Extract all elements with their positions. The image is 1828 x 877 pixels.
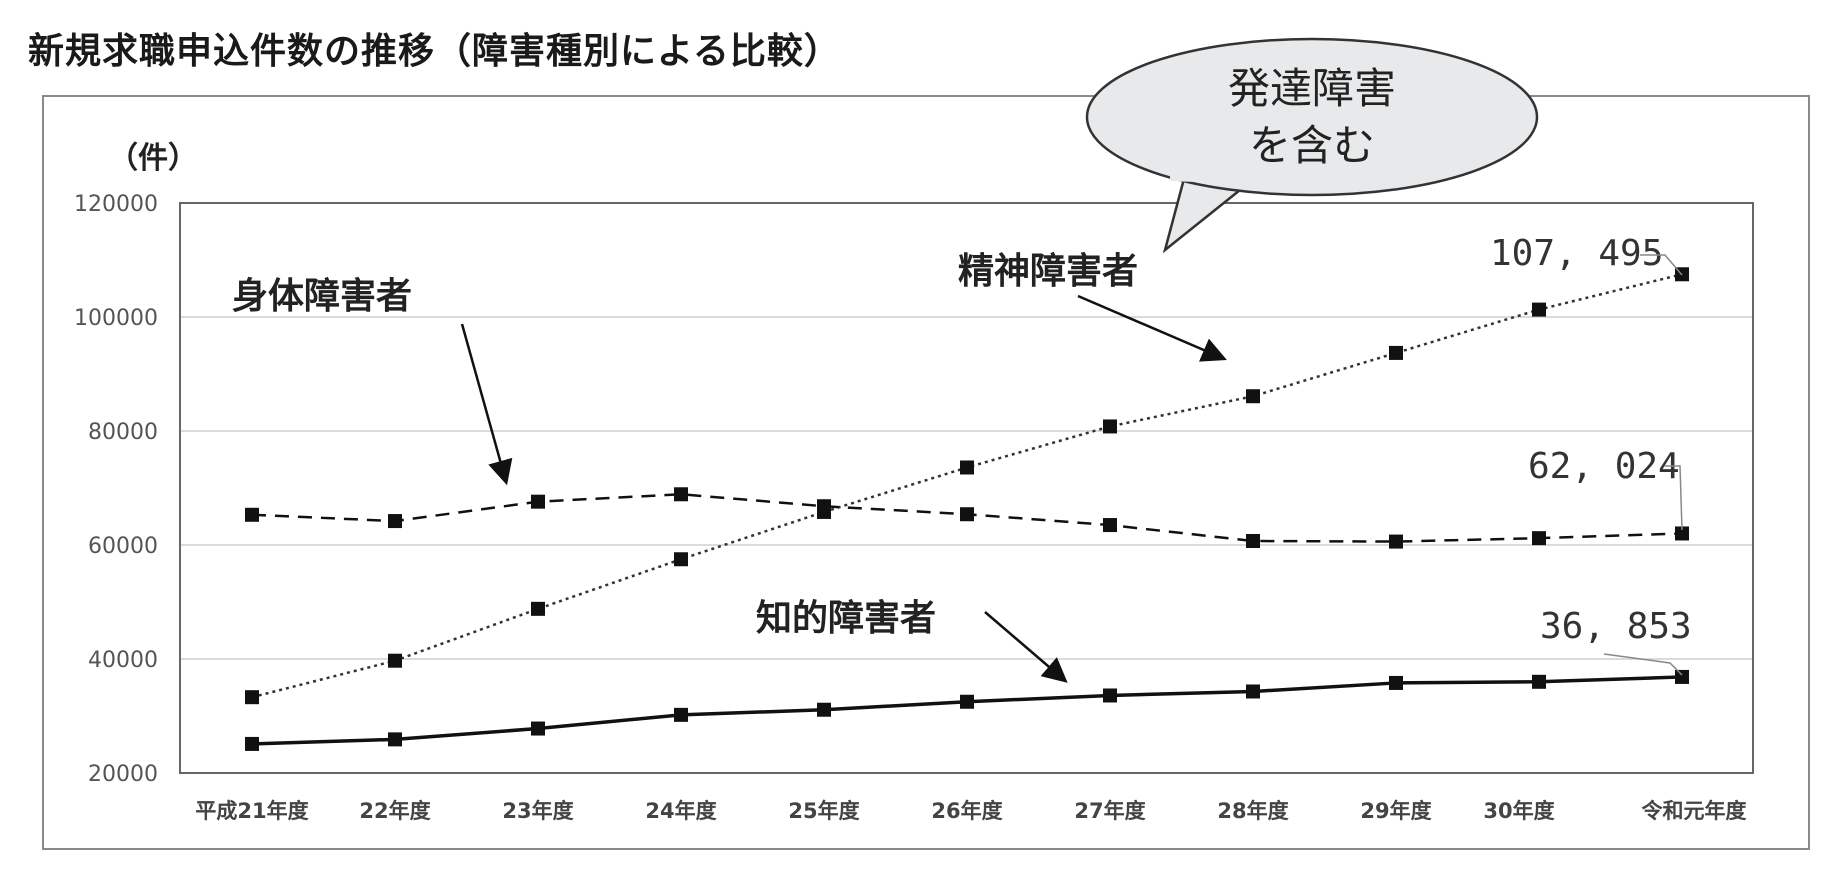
x-tick-label: 27年度 xyxy=(1074,799,1145,823)
data-point xyxy=(1532,531,1546,546)
series-layer xyxy=(245,267,1689,751)
series-line xyxy=(251,675,1683,746)
x-tick-label: 令和元年度 xyxy=(1642,799,1747,823)
annotation-bubble: 発達障害 を含む xyxy=(1085,37,1539,254)
x-tick-label: 30年度 xyxy=(1483,799,1554,823)
data-point xyxy=(960,507,974,522)
data-point xyxy=(1246,534,1260,549)
x-tick-label: 22年度 xyxy=(359,799,430,823)
y-tick-label: 120000 xyxy=(74,192,158,217)
bubble-seam xyxy=(1169,175,1251,184)
data-point xyxy=(1103,688,1117,703)
data-point xyxy=(531,494,545,509)
data-point xyxy=(388,514,402,529)
label-shintai: 身体障害者 xyxy=(232,276,412,317)
data-point xyxy=(817,702,831,717)
x-tick-label: 23年度 xyxy=(502,799,573,823)
data-point xyxy=(960,694,974,709)
data-point xyxy=(1675,669,1689,684)
series-1 xyxy=(245,487,1689,549)
bubble-line-2: を含む xyxy=(1249,121,1375,170)
series-0 xyxy=(245,267,1689,705)
x-tick-label: 29年度 xyxy=(1360,799,1431,823)
label-seishin: 精神障害者 xyxy=(958,251,1138,292)
leader-chiteki xyxy=(1603,653,1683,676)
data-point xyxy=(1675,526,1689,541)
y-axis-ticks: 20000 40000 60000 80000 100000 120000 xyxy=(74,192,158,787)
x-tick-label: 25年度 xyxy=(788,799,859,823)
leader-shintai xyxy=(1665,465,1683,531)
chart-frame xyxy=(42,95,1810,850)
value-label-chiteki: 36, 853 xyxy=(1540,606,1692,647)
data-point xyxy=(674,552,688,567)
data-point xyxy=(245,690,259,705)
x-tick-label: 26年度 xyxy=(931,799,1002,823)
x-tick-label: 28年度 xyxy=(1217,799,1288,823)
grid-lines xyxy=(180,316,1753,660)
x-axis-ticks: 平成21年度 22年度 23年度 24年度 25年度 26年度 27年度 28年度 29年度 30… xyxy=(195,799,1746,823)
series-2 xyxy=(245,669,1689,751)
data-point xyxy=(245,736,259,751)
y-tick-label: 100000 xyxy=(74,306,158,331)
value-label-seishin: 107, 495 xyxy=(1490,233,1663,274)
data-point xyxy=(1246,389,1260,404)
data-point xyxy=(1532,674,1546,689)
leader-seishin xyxy=(1640,254,1683,276)
x-tick-label: 平成21年度 xyxy=(195,799,308,823)
arrow-chiteki xyxy=(984,611,1068,683)
y-axis-unit: （件） xyxy=(108,141,198,176)
y-tick-label: 80000 xyxy=(88,420,158,445)
chart-title: 新規求職申込件数の推移（障害種別による比較） xyxy=(28,31,841,72)
data-point xyxy=(1532,302,1546,317)
bubble-body xyxy=(1085,37,1539,197)
data-point xyxy=(531,721,545,736)
y-tick-label: 60000 xyxy=(88,534,158,559)
data-point xyxy=(674,707,688,722)
data-point xyxy=(245,507,259,522)
arrow-seishin xyxy=(1077,294,1227,362)
data-point xyxy=(1103,419,1117,434)
x-tick-label: 24年度 xyxy=(645,799,716,823)
arrow-shintai xyxy=(460,323,513,486)
data-point xyxy=(531,601,545,616)
data-point xyxy=(817,499,831,514)
data-point xyxy=(960,460,974,475)
data-point xyxy=(1389,345,1403,360)
data-point xyxy=(388,653,402,668)
label-chiteki: 知的障害者 xyxy=(756,598,936,639)
data-point xyxy=(1103,518,1117,533)
value-label-shintai: 62, 024 xyxy=(1528,446,1680,487)
data-point xyxy=(1389,534,1403,549)
y-tick-label: 20000 xyxy=(88,762,158,787)
data-point xyxy=(1389,675,1403,690)
data-point xyxy=(674,487,688,502)
plot-area xyxy=(179,202,1754,774)
y-tick-label: 40000 xyxy=(88,648,158,673)
data-point xyxy=(388,732,402,747)
data-point xyxy=(1246,684,1260,699)
bubble-line-1: 発達障害 xyxy=(1228,64,1396,113)
